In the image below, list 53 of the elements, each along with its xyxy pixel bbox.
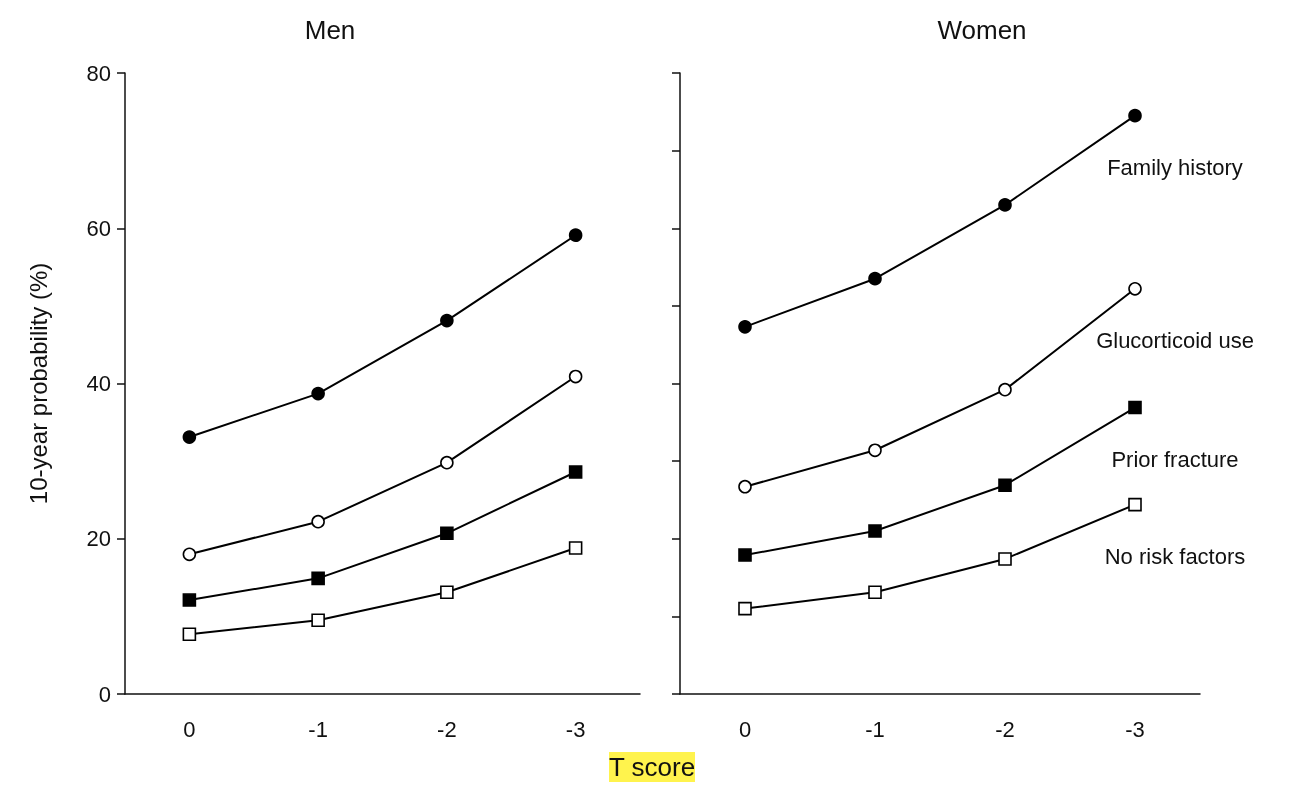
y-axis-title: 10-year probability (%)	[24, 262, 52, 505]
point	[182, 627, 197, 642]
point	[182, 430, 197, 444]
point	[568, 369, 583, 384]
point	[998, 478, 1012, 492]
y-tick-label: 0	[98, 681, 111, 707]
point	[440, 526, 454, 541]
point	[568, 465, 583, 479]
x-tick-label: -2	[995, 716, 1015, 742]
point	[1128, 400, 1142, 415]
y-tick-label: 60	[86, 215, 111, 241]
point	[998, 552, 1012, 566]
series-label: Glucorticoid use	[1096, 328, 1254, 354]
series-label: Prior fracture	[1111, 446, 1239, 472]
point	[182, 593, 197, 607]
x-tick-label: -2	[437, 716, 457, 742]
x-tick-label: -1	[865, 716, 885, 742]
point	[738, 601, 752, 616]
point	[440, 313, 454, 328]
point	[868, 524, 882, 538]
point	[311, 386, 325, 401]
y-tick-label: 80	[86, 60, 111, 86]
x-tick-label: -1	[308, 716, 328, 742]
point	[568, 541, 583, 555]
point	[738, 548, 752, 562]
point	[1128, 497, 1142, 512]
point	[868, 443, 882, 458]
point	[311, 613, 325, 628]
point	[868, 585, 882, 600]
point	[998, 198, 1012, 212]
point	[568, 228, 583, 243]
chart-title: Men	[304, 15, 356, 45]
x-tick-label: -3	[1125, 716, 1145, 742]
point	[440, 585, 454, 600]
point	[311, 514, 325, 529]
x-tick-label: -3	[565, 716, 586, 742]
series-label: No risk factors	[1104, 543, 1246, 569]
point	[182, 547, 197, 562]
point	[440, 455, 454, 470]
point	[868, 271, 882, 286]
point	[1128, 108, 1142, 123]
y-tick-label: 40	[86, 371, 111, 396]
y-tick-label: 20	[86, 526, 111, 552]
point	[1128, 282, 1142, 296]
point	[738, 320, 752, 334]
series-label: Family history	[1107, 154, 1243, 180]
x-axis-title: T score	[608, 752, 696, 782]
x-tick-label: 0	[738, 716, 752, 742]
point	[998, 382, 1012, 397]
chart-title: Women	[937, 15, 1027, 45]
point	[311, 571, 325, 586]
point	[738, 479, 752, 494]
x-tick-label: 0	[183, 716, 196, 742]
